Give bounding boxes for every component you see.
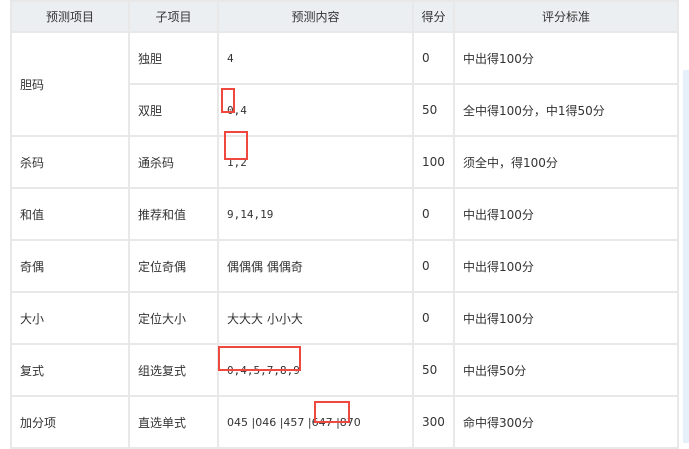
header-sub: 子项目 [128,0,219,33]
content-cell: 1,2 [217,135,414,189]
content-cell: 4 [217,31,414,85]
item-cell: 杀码 [10,135,130,189]
prediction-table: 预测项目 子项目 预测内容 得分 评分标准 胆码 独胆 4 0 中出得100分 … [10,0,679,449]
score-cell: 0 [412,187,455,241]
highlight-box [314,401,350,423]
score-cell: 100 [412,135,455,189]
content-cell: 0,4,5,7,8,9 [217,343,414,397]
rule-cell: 中出得100分 [453,31,679,85]
highlight-box [218,346,301,371]
rule-cell: 中出得100分 [453,291,679,345]
header-rule: 评分标准 [453,0,679,33]
sub-cell: 组选复式 [128,343,219,397]
rule-cell: 命中得300分 [453,395,679,449]
score-cell: 0 [412,239,455,293]
rule-cell: 中出得100分 [453,187,679,241]
item-cell: 加分项 [10,395,130,449]
item-cell: 和值 [10,187,130,241]
table-row: 双胆 0,4 50 全中得100分，中1得50分 [11,83,679,137]
table-header: 预测项目 子项目 预测内容 得分 评分标准 [10,0,679,33]
side-panel-edge [683,70,689,443]
item-cell: 奇偶 [10,239,130,293]
sub-cell: 推荐和值 [128,187,219,241]
item-cell: 复式 [10,343,130,397]
item-cell: 大小 [10,291,130,345]
header-item: 预测项目 [10,0,130,33]
sub-cell: 独胆 [128,31,219,85]
sub-cell: 直选单式 [128,395,219,449]
rule-cell: 中出得100分 [453,239,679,293]
score-cell: 0 [412,291,455,345]
table-row: 复式 组选复式 0,4,5,7,8,9 50 中出得50分 [10,343,679,397]
table-row: 和值 推荐和值 9,14,19 0 中出得100分 [10,187,679,241]
table-row: 奇偶 定位奇偶 偶偶偶 偶偶奇 0 中出得100分 [10,239,679,293]
header-score: 得分 [412,0,455,33]
table-row: 胆码 独胆 4 0 中出得100分 [10,31,679,137]
sub-cell: 定位大小 [128,291,219,345]
highlight-box [221,88,235,113]
rule-cell: 须全中，得100分 [453,135,679,189]
score-cell: 300 [412,395,455,449]
sub-cell: 双胆 [128,83,219,137]
rule-cell: 全中得100分，中1得50分 [453,83,679,137]
content-cell: 9,14,19 [217,187,414,241]
content-cell: 大大大 小小大 [217,291,414,345]
content-cell: 偶偶偶 偶偶奇 [217,239,414,293]
table-row: 大小 定位大小 大大大 小小大 0 中出得100分 [10,291,679,345]
header-content: 预测内容 [217,0,414,33]
rule-cell: 中出得50分 [453,343,679,397]
content-cell: 0,4 [217,83,414,137]
score-cell: 0 [412,31,455,85]
score-cell: 50 [412,83,455,137]
sub-cell: 定位奇偶 [128,239,219,293]
table-row: 杀码 通杀码 1,2 100 须全中，得100分 [10,135,679,189]
sub-cell: 通杀码 [128,135,219,189]
score-cell: 50 [412,343,455,397]
highlight-box [224,131,248,160]
item-cell: 胆码 [10,31,130,137]
